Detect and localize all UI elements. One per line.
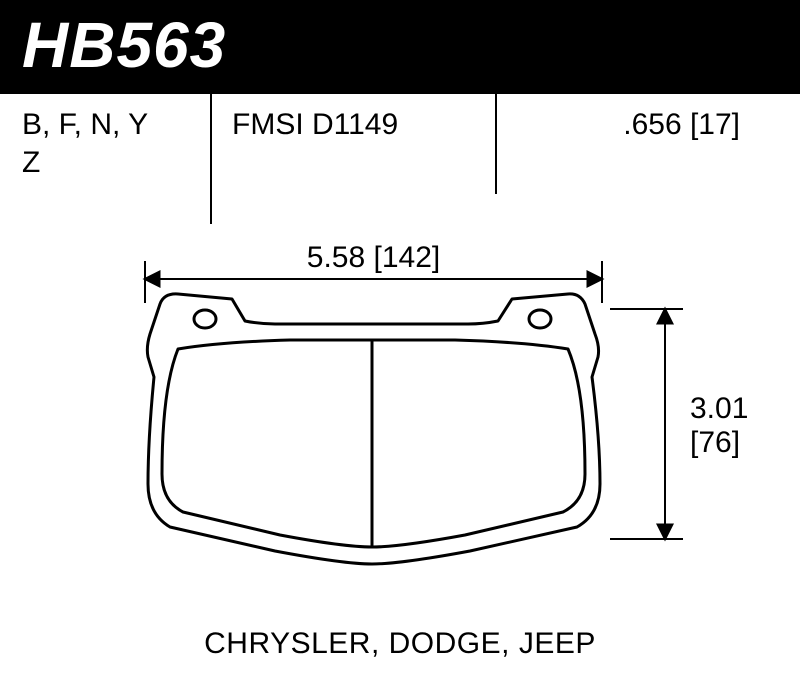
thickness-text: .656 [17] <box>517 106 740 144</box>
compounds-line2: Z <box>22 144 190 182</box>
divider-2 <box>495 94 497 194</box>
svg-text:3.01: 3.01 <box>690 392 748 425</box>
compounds-column: B, F, N, Y Z <box>0 94 210 209</box>
svg-text:5.58 [142]: 5.58 [142] <box>307 241 440 274</box>
info-row: B, F, N, Y Z FMSI D1149 .656 [17] <box>0 94 800 209</box>
fmsi-column: FMSI D1149 <box>210 94 495 209</box>
thickness-column: .656 [17] <box>495 94 800 209</box>
vehicle-makes-footer: CHRYSLER, DODGE, JEEP <box>0 619 800 661</box>
divider-1 <box>210 94 212 224</box>
title-bar: HB563 <box>0 0 800 94</box>
svg-text:[76]: [76] <box>690 426 740 459</box>
fmsi-text: FMSI D1149 <box>232 106 475 144</box>
technical-drawing: 5.58 [142] 3.01[76] <box>0 209 800 619</box>
drawing-svg: 5.58 [142] 3.01[76] <box>0 209 800 619</box>
part-number: HB563 <box>22 9 226 81</box>
compounds-line1: B, F, N, Y <box>22 106 190 144</box>
